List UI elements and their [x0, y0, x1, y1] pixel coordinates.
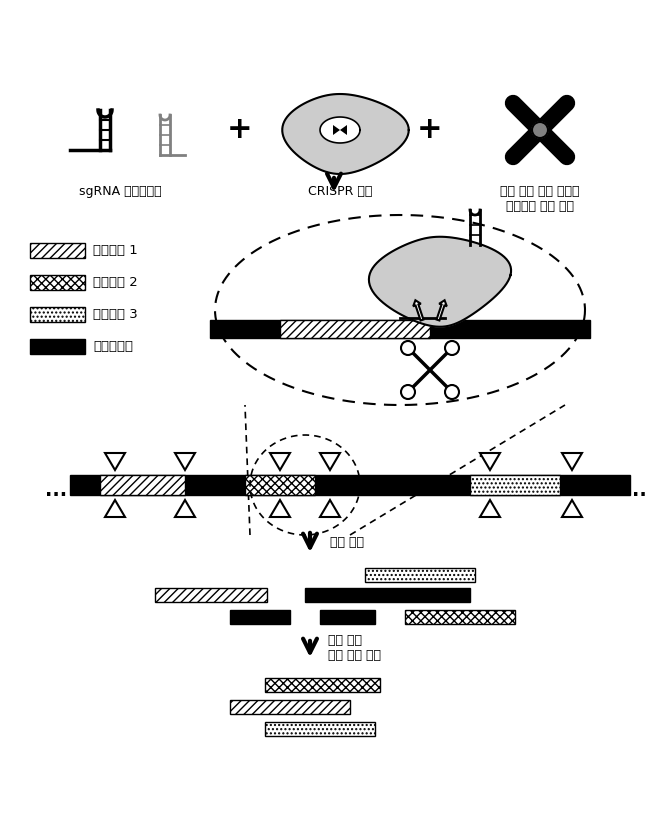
Circle shape: [445, 341, 459, 355]
Bar: [365, 568, 475, 582]
Circle shape: [401, 385, 415, 399]
Polygon shape: [320, 453, 340, 470]
Text: 포획대상 2: 포획대상 2: [93, 276, 138, 289]
Text: 포획대상 1: 포획대상 1: [93, 244, 138, 257]
Bar: [30, 275, 85, 290]
Bar: [265, 678, 380, 692]
Polygon shape: [105, 500, 125, 517]
Polygon shape: [175, 500, 195, 517]
Bar: [230, 700, 350, 714]
Bar: [30, 243, 85, 258]
Bar: [30, 339, 85, 354]
Bar: [265, 722, 375, 736]
Bar: [280, 320, 430, 338]
Polygon shape: [562, 500, 582, 517]
Text: +: +: [227, 116, 253, 144]
Bar: [245, 475, 315, 495]
Polygon shape: [175, 453, 195, 470]
FancyArrow shape: [437, 300, 447, 321]
Polygon shape: [480, 453, 500, 470]
Polygon shape: [320, 500, 340, 517]
Text: 포획대상 3: 포획대상 3: [93, 308, 138, 321]
Circle shape: [401, 341, 415, 355]
Polygon shape: [369, 237, 511, 326]
Polygon shape: [283, 94, 409, 174]
Polygon shape: [270, 453, 290, 470]
Polygon shape: [270, 500, 290, 517]
Polygon shape: [562, 453, 582, 470]
Bar: [470, 475, 560, 495]
Circle shape: [532, 122, 548, 138]
Text: 포획 대상
핵산 서열 선별: 포획 대상 핵산 서열 선별: [328, 634, 381, 662]
Text: 동시 절단: 동시 절단: [330, 535, 364, 548]
Polygon shape: [320, 117, 360, 143]
Circle shape: [445, 385, 459, 399]
Bar: [70, 475, 630, 495]
Bar: [210, 320, 590, 338]
Bar: [230, 610, 290, 624]
Polygon shape: [480, 500, 500, 517]
Bar: [100, 475, 185, 495]
Text: CRISPR 효소: CRISPR 효소: [308, 185, 372, 198]
Text: +: +: [418, 116, 443, 144]
Polygon shape: [340, 125, 347, 135]
Bar: [30, 307, 85, 322]
Polygon shape: [333, 125, 340, 135]
FancyArrow shape: [413, 300, 424, 321]
Bar: [155, 588, 267, 602]
Text: 비포획대상: 비포획대상: [93, 340, 133, 353]
Bar: [320, 610, 375, 624]
Bar: [305, 588, 470, 602]
Polygon shape: [105, 453, 125, 470]
Text: 포획 대상 핵산 서열을
포함하는 게노 시료: 포획 대상 핵산 서열을 포함하는 게노 시료: [500, 185, 580, 213]
Text: ..: ..: [632, 481, 647, 499]
Text: ...: ...: [45, 481, 67, 499]
Text: sgRNA 라이브러리: sgRNA 라이브러리: [79, 185, 161, 198]
Bar: [405, 610, 515, 624]
